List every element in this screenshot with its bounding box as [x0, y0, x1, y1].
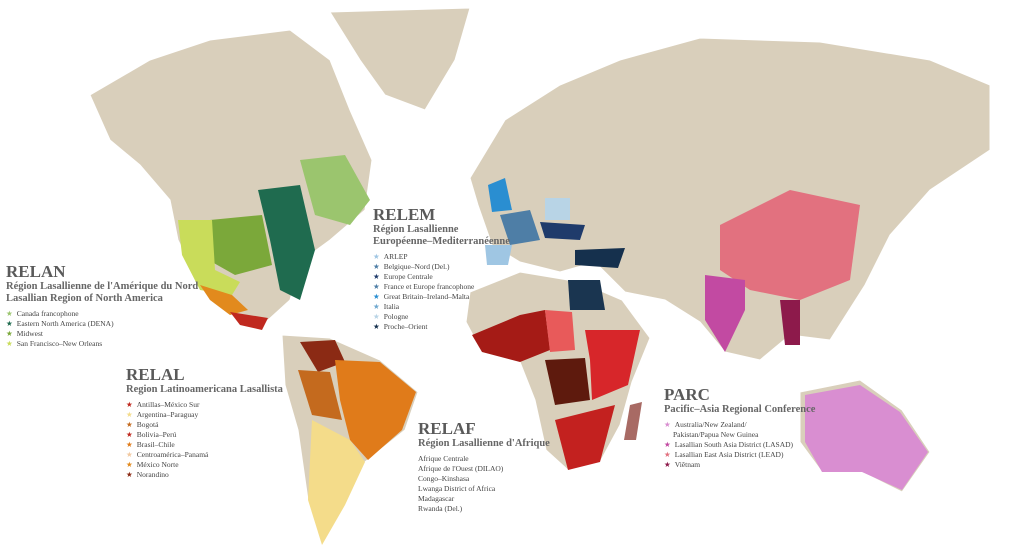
bolivia-peru: [298, 370, 342, 420]
region-code: PARC: [664, 385, 710, 404]
lead: [720, 190, 860, 300]
legend-relaf: RELAF Région Lasallienne d'Afrique Afrique…: [418, 420, 550, 514]
region-item: México Norte: [126, 460, 283, 470]
region-item: Pakistan/Papua New Guinea: [673, 430, 759, 439]
lasad: [705, 275, 745, 352]
brasil-chile: [335, 360, 416, 460]
region-code: RELAL: [126, 365, 185, 384]
region-item: Congo–Kinshasa: [418, 474, 470, 483]
region-subtitle: Région Lasallienne de l'Amérique du Nord: [6, 281, 199, 292]
region-item: Europe Centrale: [373, 272, 510, 282]
canada-francophone: [300, 155, 370, 225]
region-item: Afrique de l'Ouest (DILAO): [418, 464, 504, 473]
region-item: Antillas–México Sur: [126, 400, 283, 410]
norandino: [300, 340, 345, 372]
region-item: ARLEP: [373, 252, 510, 262]
region-item: Italia: [373, 302, 510, 312]
region-item: France et Europe francophone: [373, 282, 510, 292]
region-item: Bolivia–Perú: [126, 430, 283, 440]
region-code: RELAF: [418, 419, 476, 438]
region-item: Lwanga District of Africa: [418, 484, 496, 493]
region-item: Rwanda (Del.): [418, 504, 463, 513]
region-item: Midwest: [6, 329, 198, 339]
region-item: Viêtnam: [664, 460, 815, 470]
region-item: Bogotá: [126, 420, 283, 430]
legend-relem: RELEM Région Lasallienne Européenne–Medite…: [373, 206, 510, 332]
region-item: Pologne: [373, 312, 510, 322]
antillas-mexico-sur: [230, 312, 268, 330]
afrique-centrale: [545, 310, 575, 352]
legend-relan: RELAN Région Lasallienne de l'Amérique du…: [6, 263, 198, 349]
southern-africa: [555, 405, 615, 470]
region-subtitle: Pacific–Asia Regional Conference: [664, 404, 816, 415]
australia-nz: [805, 385, 928, 490]
region-item: Lasallian South Asia District (LASAD): [664, 440, 815, 450]
region-item: San Francisco–New Orleans: [6, 339, 198, 349]
region-subtitle: Région Lasallienne d'Afrique: [418, 438, 550, 449]
region-subtitle: Lasallian Region of North America: [6, 293, 163, 304]
midwest: [210, 215, 272, 275]
afrique-ouest: [472, 310, 550, 362]
region-list: Antillas–México SurArgentina–ParaguayBog…: [126, 400, 283, 480]
eurasia: [469, 37, 991, 361]
region-list: ARLEPBelgique–Nord (Del.)Europe Centrale…: [373, 252, 510, 332]
region-item: Belgique–Nord (Del.): [373, 262, 510, 272]
france: [500, 210, 540, 245]
proche-orient: [575, 248, 625, 268]
greenland: [329, 7, 471, 111]
region-item: Australia/New Zealand/: [664, 420, 815, 430]
region-code: RELEM: [373, 205, 436, 224]
dena: [258, 185, 315, 300]
region-item: Argentina–Paraguay: [126, 410, 283, 420]
europe-centrale: [540, 222, 585, 240]
region-item: Norandino: [126, 470, 283, 480]
region-list: Australia/New Zealand/Pakistan/Papua New…: [664, 420, 815, 470]
region-item: Lasallian East Asia District (LEAD): [664, 450, 815, 460]
region-item: Canada francophone: [6, 309, 198, 319]
argentina-paraguay: [308, 420, 365, 545]
pologne: [545, 198, 570, 220]
mexico-norte: [200, 285, 248, 315]
region-item: Centroamérica–Panamá: [126, 450, 283, 460]
sf-new-orleans: [178, 220, 240, 295]
region-item: Brasil–Chile: [126, 440, 283, 450]
region-list: Afrique Centrale Afrique de l'Ouest (DILA…: [418, 454, 550, 514]
region-subtitle: Région Lasallienne: [373, 224, 459, 235]
madagascar: [624, 402, 642, 440]
region-item: Eastern North America (DENA): [6, 319, 198, 329]
lwanga: [585, 330, 640, 400]
congo-kinshasa: [545, 358, 590, 405]
region-item: Afrique Centrale: [418, 454, 469, 463]
region-item: Proche–Orient: [373, 322, 510, 332]
region-item: Madagascar: [418, 494, 455, 503]
great-britain: [488, 178, 512, 212]
egypt: [568, 280, 605, 310]
region-subtitle: Region Latinoamericana Lasallista: [126, 384, 283, 395]
vietnam: [780, 300, 800, 345]
region-list: Canada francophoneEastern North America …: [6, 309, 198, 349]
region-subtitle: Européenne–Mediterranéenne: [373, 236, 510, 247]
region-item: Great Britain–Ireland–Malta: [373, 292, 510, 302]
region-code: RELAN: [6, 262, 66, 281]
